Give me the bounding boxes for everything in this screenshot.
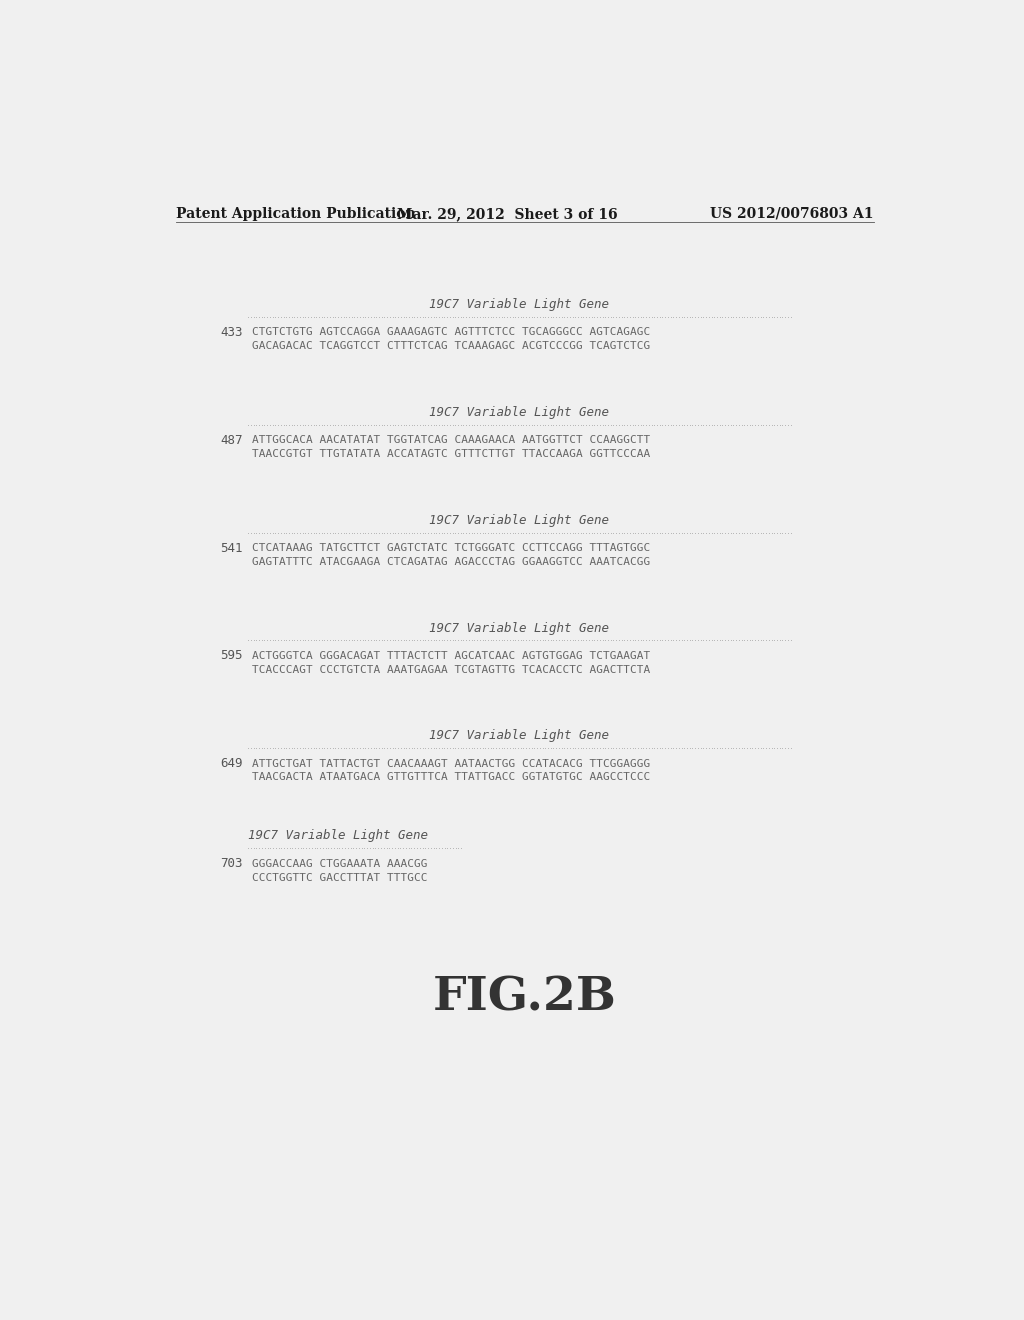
Text: ATTGGCACA AACATATAT TGGTATCAG CAAAGAACA AATGGTTCT CCAAGGCTT: ATTGGCACA AACATATAT TGGTATCAG CAAAGAACA … [252, 436, 650, 445]
Text: ATTGCTGAT TATTACTGT CAACAAAGT AATAACTGG CCATACACG TTCGGAGGG: ATTGCTGAT TATTACTGT CAACAAAGT AATAACTGG … [252, 759, 650, 768]
Text: CTGTCTGTG AGTCCAGGA GAAAGAGTC AGTTTCTCC TGCAGGGCC AGTCAGAGC: CTGTCTGTG AGTCCAGGA GAAAGAGTC AGTTTCTCC … [252, 327, 650, 338]
Text: 19C7 Variable Light Gene: 19C7 Variable Light Gene [429, 513, 609, 527]
Text: 703: 703 [220, 857, 243, 870]
Text: 433: 433 [220, 326, 243, 339]
Text: 19C7 Variable Light Gene: 19C7 Variable Light Gene [429, 298, 609, 312]
Text: Patent Application Publication: Patent Application Publication [176, 207, 416, 220]
Text: TCACCCAGT CCCTGTCTA AAATGAGAA TCGTAGTTG TCACACCTC AGACTTCTA: TCACCCAGT CCCTGTCTA AAATGAGAA TCGTAGTTG … [252, 665, 650, 675]
Text: TAACCGTGT TTGTATATA ACCATAGTC GTTTCTTGT TTACCAAGA GGTTCCCAA: TAACCGTGT TTGTATATA ACCATAGTC GTTTCTTGT … [252, 449, 650, 459]
Text: 19C7 Variable Light Gene: 19C7 Variable Light Gene [429, 407, 609, 418]
Text: GGGACCAAG CTGGAAATA AAACGG: GGGACCAAG CTGGAAATA AAACGG [252, 859, 427, 869]
Text: FIG.2B: FIG.2B [433, 974, 616, 1020]
Text: GACAGACAC TCAGGTCCT CTTTCTCAG TCAAAGAGC ACGTCCCGG TCAGTCTCG: GACAGACAC TCAGGTCCT CTTTCTCAG TCAAAGAGC … [252, 342, 650, 351]
Text: 19C7 Variable Light Gene: 19C7 Variable Light Gene [429, 622, 609, 635]
Text: CTCATAAAG TATGCTTCT GAGTCTATC TCTGGGATC CCTTCCAGG TTTAGTGGC: CTCATAAAG TATGCTTCT GAGTCTATC TCTGGGATC … [252, 543, 650, 553]
Text: GAGTATTTC ATACGAAGA CTCAGATAG AGACCCTAG GGAAGGTCC AAATCACGG: GAGTATTTC ATACGAAGA CTCAGATAG AGACCCTAG … [252, 557, 650, 566]
Text: 595: 595 [220, 649, 243, 663]
Text: US 2012/0076803 A1: US 2012/0076803 A1 [710, 207, 873, 220]
Text: TAACGACTA ATAATGACA GTTGTTTCA TTATTGACC GGTATGTGC AAGCCTCCC: TAACGACTA ATAATGACA GTTGTTTCA TTATTGACC … [252, 772, 650, 783]
Text: 649: 649 [220, 758, 243, 770]
Text: 19C7 Variable Light Gene: 19C7 Variable Light Gene [429, 730, 609, 742]
Text: 19C7 Variable Light Gene: 19C7 Variable Light Gene [248, 829, 428, 842]
Text: 487: 487 [220, 434, 243, 446]
Text: CCCTGGTTC GACCTTTAT TTTGCC: CCCTGGTTC GACCTTTAT TTTGCC [252, 873, 427, 883]
Text: ACTGGGTCA GGGACAGAT TTTACTCTT AGCATCAAC AGTGTGGAG TCTGAAGAT: ACTGGGTCA GGGACAGAT TTTACTCTT AGCATCAAC … [252, 651, 650, 661]
Text: Mar. 29, 2012  Sheet 3 of 16: Mar. 29, 2012 Sheet 3 of 16 [397, 207, 618, 220]
Text: 541: 541 [220, 541, 243, 554]
